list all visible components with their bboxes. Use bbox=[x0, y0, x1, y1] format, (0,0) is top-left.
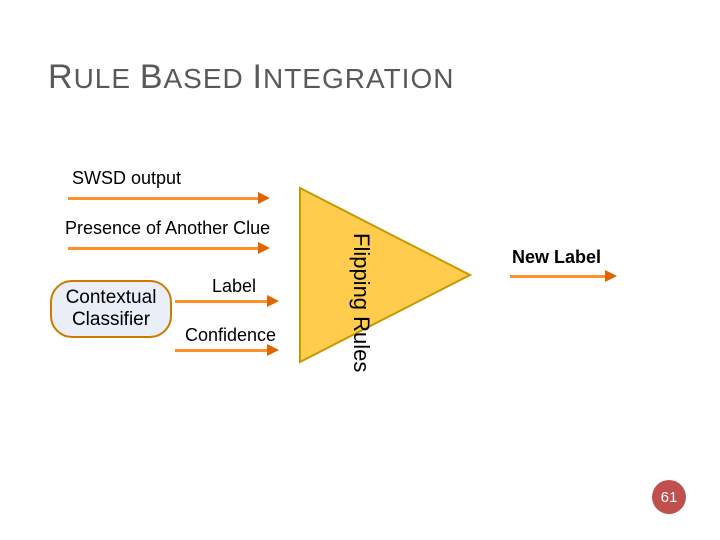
presence-label: Presence of Another Clue bbox=[65, 218, 270, 239]
confidence-label: Confidence bbox=[185, 325, 276, 346]
flipping-rules-text: Flipping Rules bbox=[348, 233, 374, 372]
page-number-badge: 61 bbox=[652, 480, 686, 514]
page-number: 61 bbox=[661, 489, 678, 506]
swsd-label: SWSD output bbox=[72, 168, 181, 189]
label-label: Label bbox=[212, 276, 256, 297]
contextual-classifier-text: Contextual Classifier bbox=[52, 287, 170, 331]
slide: RULE BASED INTEGRATION SWSD output Prese… bbox=[0, 0, 720, 540]
newlabel-label: New Label bbox=[512, 247, 601, 268]
contextual-classifier-box: Contextual Classifier bbox=[50, 280, 172, 338]
slide-title: RULE BASED INTEGRATION bbox=[48, 58, 454, 97]
